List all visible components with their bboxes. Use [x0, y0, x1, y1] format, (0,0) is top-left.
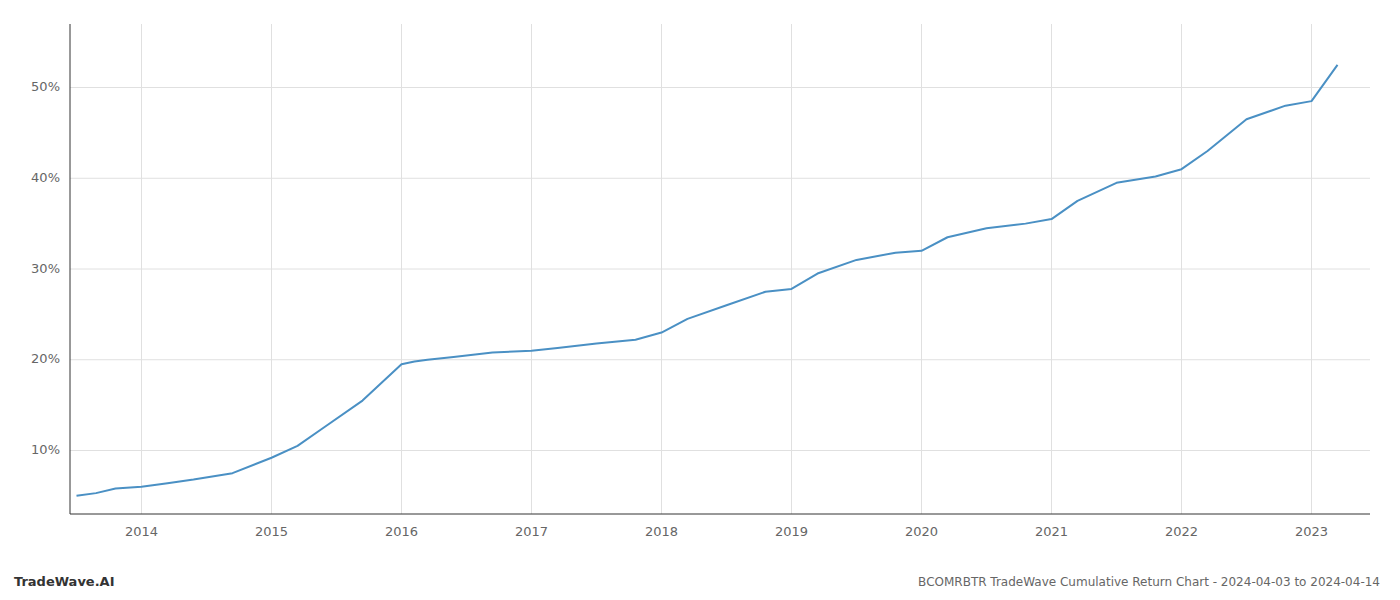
data-line: [77, 65, 1338, 496]
x-grid-line: [1051, 24, 1052, 514]
y-grid-line: [70, 450, 1370, 451]
watermark: TradeWave.AI: [14, 574, 115, 589]
x-grid-line: [401, 24, 402, 514]
chart-title: BCOMRBTR TradeWave Cumulative Return Cha…: [918, 575, 1380, 589]
x-tick-label: 2015: [255, 524, 288, 539]
background: [0, 0, 1400, 600]
x-tick-label: 2023: [1295, 524, 1328, 539]
x-tick-label: 2017: [515, 524, 548, 539]
x-tick-label: 2014: [125, 524, 158, 539]
y-axis-line: [70, 24, 71, 514]
x-grid-line: [1181, 24, 1182, 514]
x-grid-line: [531, 24, 532, 514]
y-grid-line: [70, 87, 1370, 88]
chart-svg: 10% 20% 30% 40% 50% 2014 2015 2016 2017 2018 2019 2…: [0, 0, 1400, 600]
x-tick-label: 2018: [645, 524, 678, 539]
x-grid-line: [921, 24, 922, 514]
chart-container: 10% 20% 30% 40% 50% 2014 2015 2016 2017 2018 2019 2…: [0, 0, 1400, 600]
x-grid-line: [141, 24, 142, 514]
x-tick-label: 2021: [1035, 524, 1068, 539]
plot-area: [77, 65, 1338, 496]
y-tick-label: 30%: [31, 261, 60, 276]
grid: [70, 24, 1370, 514]
x-tick-label: 2022: [1165, 524, 1198, 539]
x-tick-label: 2020: [905, 524, 938, 539]
x-tick-label: 2019: [775, 524, 808, 539]
y-grid-line: [70, 178, 1370, 179]
x-tick-label: 2016: [385, 524, 418, 539]
y-tick-label: 20%: [31, 351, 60, 366]
x-grid-line: [1311, 24, 1312, 514]
y-tick-label: 40%: [31, 170, 60, 185]
x-grid-line: [661, 24, 662, 514]
y-tick-label: 10%: [31, 442, 60, 457]
x-axis-line: [70, 514, 1370, 515]
tick-labels: 10% 20% 30% 40% 50% 2014 2015 2016 2017 2018 2019 2…: [31, 79, 1328, 539]
x-grid-line: [271, 24, 272, 514]
y-grid-line: [70, 269, 1370, 270]
y-grid-line: [70, 359, 1370, 360]
y-tick-label: 50%: [31, 79, 60, 94]
x-grid-line: [791, 24, 792, 514]
